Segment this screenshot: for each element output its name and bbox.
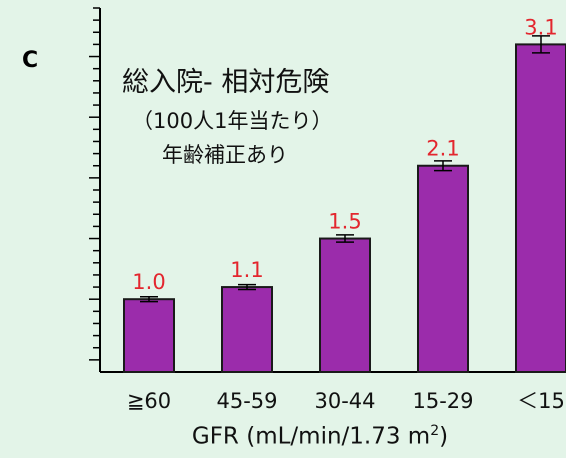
bar [417, 164, 469, 373]
x-tick-label: 45-59 [216, 389, 277, 413]
chart-subtitle-line2: 年齢補正あり [162, 143, 288, 167]
x-axis-title-superscript: 2 [430, 423, 440, 439]
chart-title-block: 総入院- 相対危険 （100人1年当たり） 年齢補正あり [118, 60, 368, 169]
panel-letter: C [22, 48, 39, 73]
value-label: 1.1 [230, 258, 263, 282]
x-tick-label: ≧60 [127, 389, 171, 413]
x-axis-title: GFR (mL/min/1.73 m2) [150, 423, 490, 450]
x-tick-label: ＜15 [517, 389, 565, 413]
bar [123, 298, 175, 374]
value-label: 3.1 [524, 15, 557, 39]
value-label: 1.5 [328, 210, 361, 234]
x-axis-title-text: GFR (mL/min/1.73 m [191, 423, 431, 450]
chart-title: 総入院- 相対危険 [122, 67, 330, 98]
bar [221, 286, 273, 374]
value-label: 2.1 [426, 137, 459, 161]
chart-subtitle-line1: （100人1年当たり） [132, 109, 333, 133]
bar [319, 237, 371, 373]
x-axis-title-suffix: ) [439, 423, 449, 450]
value-label: 1.0 [132, 270, 165, 294]
x-tick-label: 15-29 [412, 389, 473, 413]
bar [515, 43, 566, 374]
x-tick-label: 30-44 [314, 389, 375, 413]
